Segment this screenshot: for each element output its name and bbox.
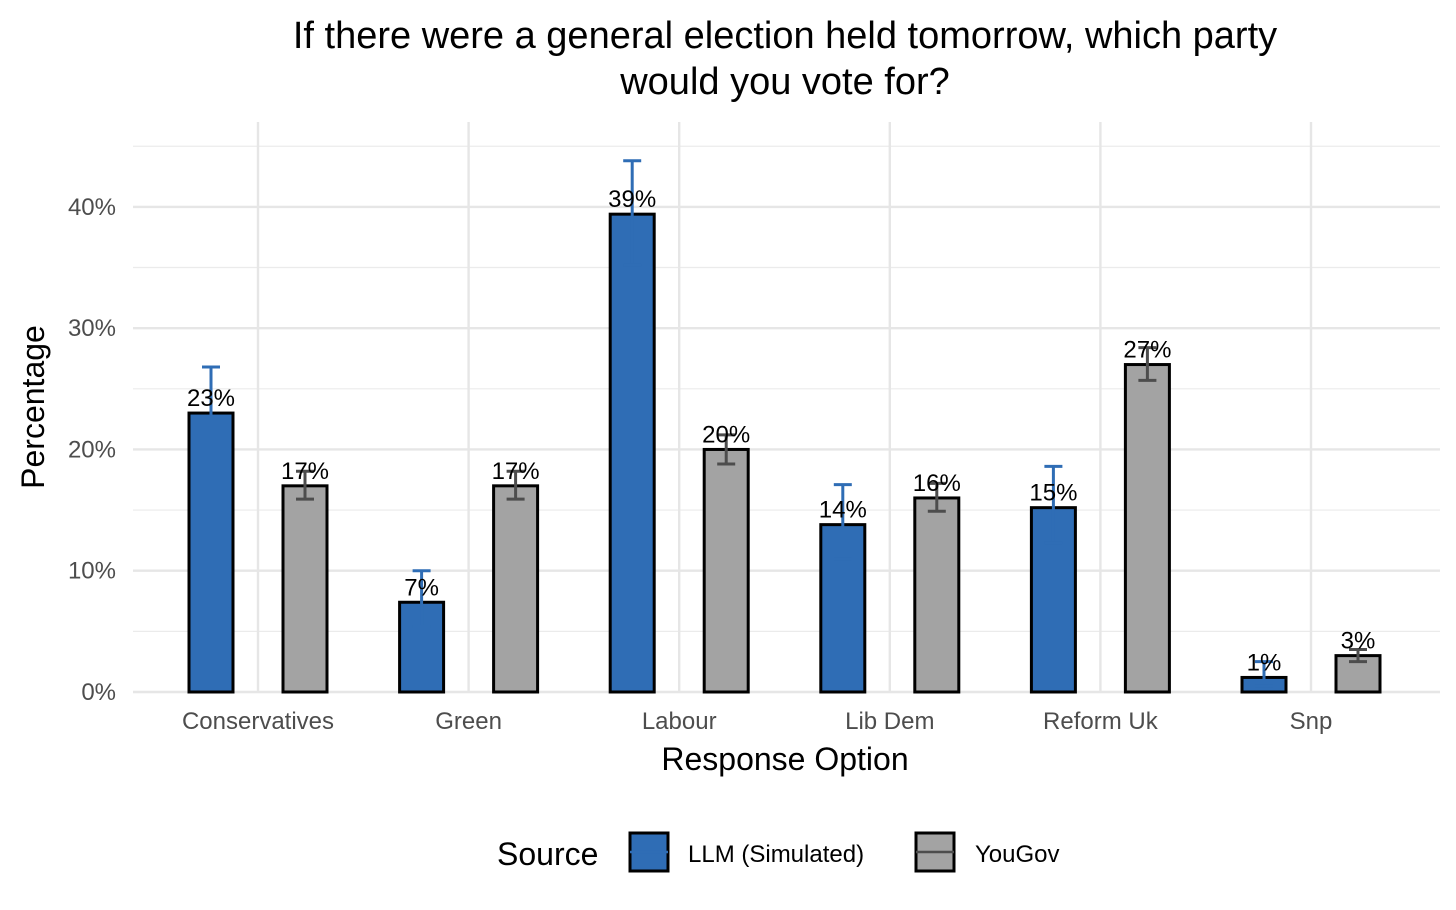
bar-yougov-2 [702,447,750,694]
error-bar-yougov-3 [927,481,946,513]
y-tick-label: 10% [68,558,116,585]
y-tick-label: 40% [68,194,116,221]
error-bar-llm-3 [833,483,852,561]
chart-title-line-1: If there were a general election held to… [293,15,1277,57]
legend-label-yougov: YouGov [975,841,1060,868]
error-bar-yougov-5 [1349,648,1367,664]
x-tick-label: Conservatives [182,708,334,735]
legend-title: Source [497,836,598,872]
y-tick-label: 20% [68,436,116,463]
error-bar-llm-4 [1044,464,1063,545]
bar-yougov-0 [281,484,329,694]
legend: Source LLM (Simulated) YouGov [497,831,1060,873]
error-bar-yougov-0 [296,469,314,501]
y-axis-ticks: 0% 10% 20% 30% 40% [68,194,116,706]
x-tick-label: Reform Uk [1043,708,1159,735]
chart-title-line-2: would you vote for? [619,61,950,103]
x-tick-label: Green [435,708,502,735]
error-bar-llm-1 [412,569,431,629]
grid [133,122,1440,694]
data-label-llm-1: 7% [404,574,439,601]
x-tick-label: Lib Dem [845,708,934,735]
x-tick-label: Snp [1290,708,1333,735]
x-axis-ticks: Conservatives Green Labour Lib Dem Reform Uk… [182,708,1332,735]
data-label-llm-0: 23% [187,385,235,412]
bar-llm-2 [608,212,656,694]
error-bar-llm-5 [1255,660,1273,688]
data-label-yougov-4: 27% [1123,337,1171,364]
chart-title: If there were a general election held to… [293,15,1277,103]
error-bars [202,159,1367,688]
bar-yougov-3 [913,496,961,694]
data-label-yougov-1: 17% [492,458,540,485]
x-tick-label: Labour [642,708,717,735]
error-bar-yougov-1 [506,469,525,501]
bar-yougov-1 [492,484,540,694]
error-bar-yougov-4 [1138,346,1157,382]
legend-label-llm: LLM (Simulated) [688,841,864,868]
data-labels: 23% 7% 39% 14% 15% 1% 17% 17% 20% 16% 27% 3% [187,186,1375,676]
error-bar-llm-0 [202,365,220,458]
y-axis-title: Percentage [15,325,51,489]
data-label-llm-3: 14% [819,497,867,524]
data-label-yougov-5: 3% [1341,628,1376,655]
data-label-llm-4: 15% [1029,480,1077,507]
data-label-yougov-0: 17% [281,458,329,485]
y-tick-label: 30% [68,315,116,342]
x-axis-title: Response Option [661,741,908,777]
data-label-yougov-3: 16% [913,470,961,497]
error-bar-llm-2 [623,159,642,267]
bar-llm-0 [187,411,235,694]
error-bar-yougov-2 [717,433,736,466]
data-label-llm-5: 1% [1247,649,1282,676]
data-label-yougov-2: 20% [702,421,750,448]
bars [187,212,1382,694]
bar-llm-3 [819,523,867,694]
bar-yougov-4 [1123,363,1171,694]
y-tick-label: 0% [81,679,116,706]
data-label-llm-2: 39% [608,186,656,213]
